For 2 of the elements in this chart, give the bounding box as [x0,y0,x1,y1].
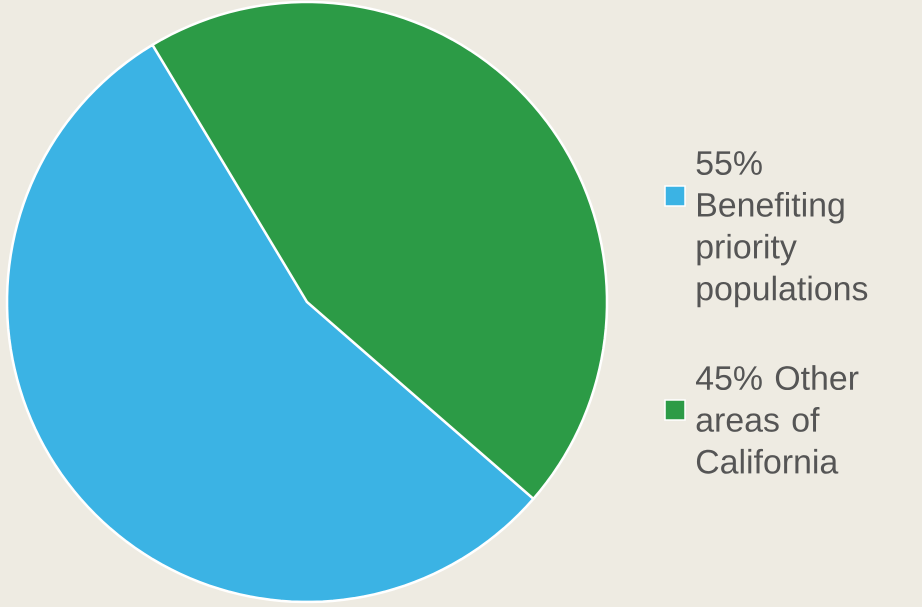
legend-label: 55% Benefiting priority populations [696,151,868,308]
legend-label: 45% Other areas of California [696,365,858,474]
